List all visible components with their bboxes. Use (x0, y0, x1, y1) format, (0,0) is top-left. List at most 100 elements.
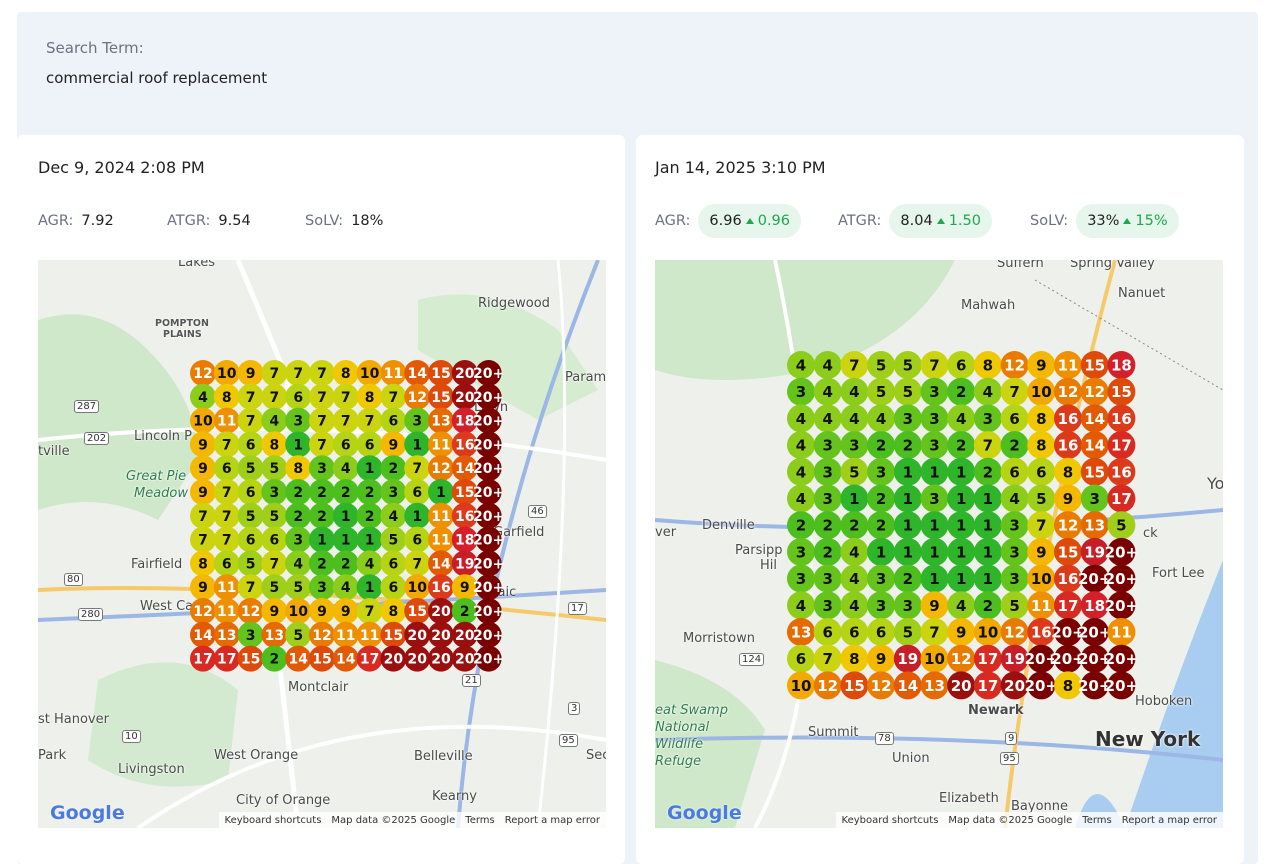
rank-dot[interactable] (787, 484, 815, 513)
rank-dot[interactable] (1080, 618, 1109, 646)
rank-dot[interactable] (261, 645, 288, 672)
rank-dot[interactable] (840, 511, 869, 540)
rank-dot[interactable] (1054, 404, 1082, 433)
rank-dot[interactable] (261, 574, 288, 601)
rank-dot[interactable] (787, 618, 815, 646)
rank-dot[interactable] (787, 537, 815, 566)
rank-dot[interactable] (190, 574, 216, 601)
rank-dot[interactable] (285, 502, 312, 529)
rank-dot[interactable] (356, 598, 383, 624)
rank-dot[interactable] (1027, 591, 1056, 620)
rank-dot[interactable] (237, 383, 264, 410)
rank-dot[interactable] (947, 564, 976, 593)
rank-dot[interactable] (356, 455, 383, 482)
rank-dot[interactable] (428, 621, 454, 648)
rank-dot[interactable] (867, 351, 896, 379)
rank-dot[interactable] (428, 479, 454, 505)
rank-dot[interactable] (261, 455, 288, 482)
rank-dot[interactable] (1027, 457, 1056, 486)
rank-dot[interactable] (1027, 404, 1056, 433)
rank-dot[interactable] (475, 431, 502, 458)
rank-dot[interactable] (1027, 351, 1056, 379)
rank-dot[interactable] (451, 383, 478, 410)
rank-dot[interactable] (1000, 404, 1029, 433)
rank-dot[interactable] (475, 407, 502, 434)
rank-dot[interactable] (1080, 644, 1109, 673)
rank-dot[interactable] (356, 431, 383, 458)
rank-dot[interactable] (920, 351, 949, 379)
rank-dot[interactable] (190, 431, 216, 458)
rank-dot[interactable] (867, 537, 896, 566)
rank-dot[interactable] (428, 550, 454, 577)
rank-dot[interactable] (947, 377, 976, 406)
rank-dot[interactable] (867, 618, 896, 646)
rank-dot[interactable] (451, 502, 478, 529)
rank-dot[interactable] (404, 502, 431, 529)
rank-dot[interactable] (893, 591, 922, 620)
rank-dot[interactable] (1107, 457, 1136, 486)
rank-dot[interactable] (1000, 351, 1029, 379)
rank-dot[interactable] (475, 383, 502, 410)
rank-dot[interactable] (840, 644, 869, 673)
rank-dot[interactable] (1054, 671, 1082, 700)
rank-dot[interactable] (404, 407, 431, 434)
rank-dot[interactable] (973, 511, 1002, 540)
rank-dot[interactable] (356, 360, 383, 386)
rank-dot[interactable] (309, 383, 335, 410)
rank-dot[interactable] (947, 671, 976, 700)
rank-dot[interactable] (332, 645, 359, 672)
rank-dot[interactable] (813, 671, 842, 700)
rank-dot[interactable] (404, 598, 431, 624)
rank-dot[interactable] (428, 407, 454, 434)
rank-dot[interactable] (920, 431, 949, 460)
rank-dot[interactable] (973, 351, 1002, 379)
rank-dot[interactable] (237, 360, 264, 386)
rank-dot[interactable] (404, 360, 431, 386)
map[interactable]: Lakes Ridgewood POMPTON PLAINS Lincoln P… (38, 260, 606, 828)
rank-dot[interactable] (309, 407, 335, 434)
rank-dot[interactable] (840, 351, 869, 379)
rank-dot[interactable] (840, 484, 869, 513)
rank-dot[interactable] (1027, 484, 1056, 513)
rank-dot[interactable] (787, 591, 815, 620)
rank-dot[interactable] (920, 404, 949, 433)
rank-dot[interactable] (475, 574, 502, 601)
rank-dot[interactable] (787, 457, 815, 486)
rank-dot[interactable] (332, 431, 359, 458)
rank-dot[interactable] (213, 550, 240, 577)
rank-dot[interactable] (973, 404, 1002, 433)
rank-dot[interactable] (380, 574, 407, 601)
map[interactable]: Suffern Spring Valley Nanuet Mahwah Denv… (655, 260, 1223, 828)
rank-dot[interactable] (867, 404, 896, 433)
rank-dot[interactable] (475, 479, 502, 505)
rank-dot[interactable] (190, 360, 216, 386)
rank-dot[interactable] (813, 591, 842, 620)
rank-dot[interactable] (404, 574, 431, 601)
rank-dot[interactable] (947, 537, 976, 566)
rank-dot[interactable] (973, 457, 1002, 486)
rank-dot[interactable] (237, 526, 264, 553)
rank-dot[interactable] (213, 598, 240, 624)
rank-dot[interactable] (1000, 511, 1029, 540)
rank-dot[interactable] (309, 645, 335, 672)
rank-dot[interactable] (404, 431, 431, 458)
rank-dot[interactable] (893, 457, 922, 486)
rank-dot[interactable] (332, 574, 359, 601)
rank-dot[interactable] (973, 377, 1002, 406)
rank-dot[interactable] (404, 479, 431, 505)
rank-dot[interactable] (451, 598, 478, 624)
rank-dot[interactable] (920, 484, 949, 513)
rank-dot[interactable] (356, 550, 383, 577)
rank-dot[interactable] (1080, 431, 1109, 460)
rank-dot[interactable] (261, 479, 288, 505)
rank-dot[interactable] (813, 511, 842, 540)
rank-dot[interactable] (404, 645, 431, 672)
rank-dot[interactable] (920, 618, 949, 646)
rank-dot[interactable] (787, 671, 815, 700)
rank-dot[interactable] (920, 537, 949, 566)
rank-dot[interactable] (356, 526, 383, 553)
rank-dot[interactable] (813, 351, 842, 379)
rank-dot[interactable] (893, 351, 922, 379)
rank-dot[interactable] (787, 644, 815, 673)
rank-dot[interactable] (309, 455, 335, 482)
